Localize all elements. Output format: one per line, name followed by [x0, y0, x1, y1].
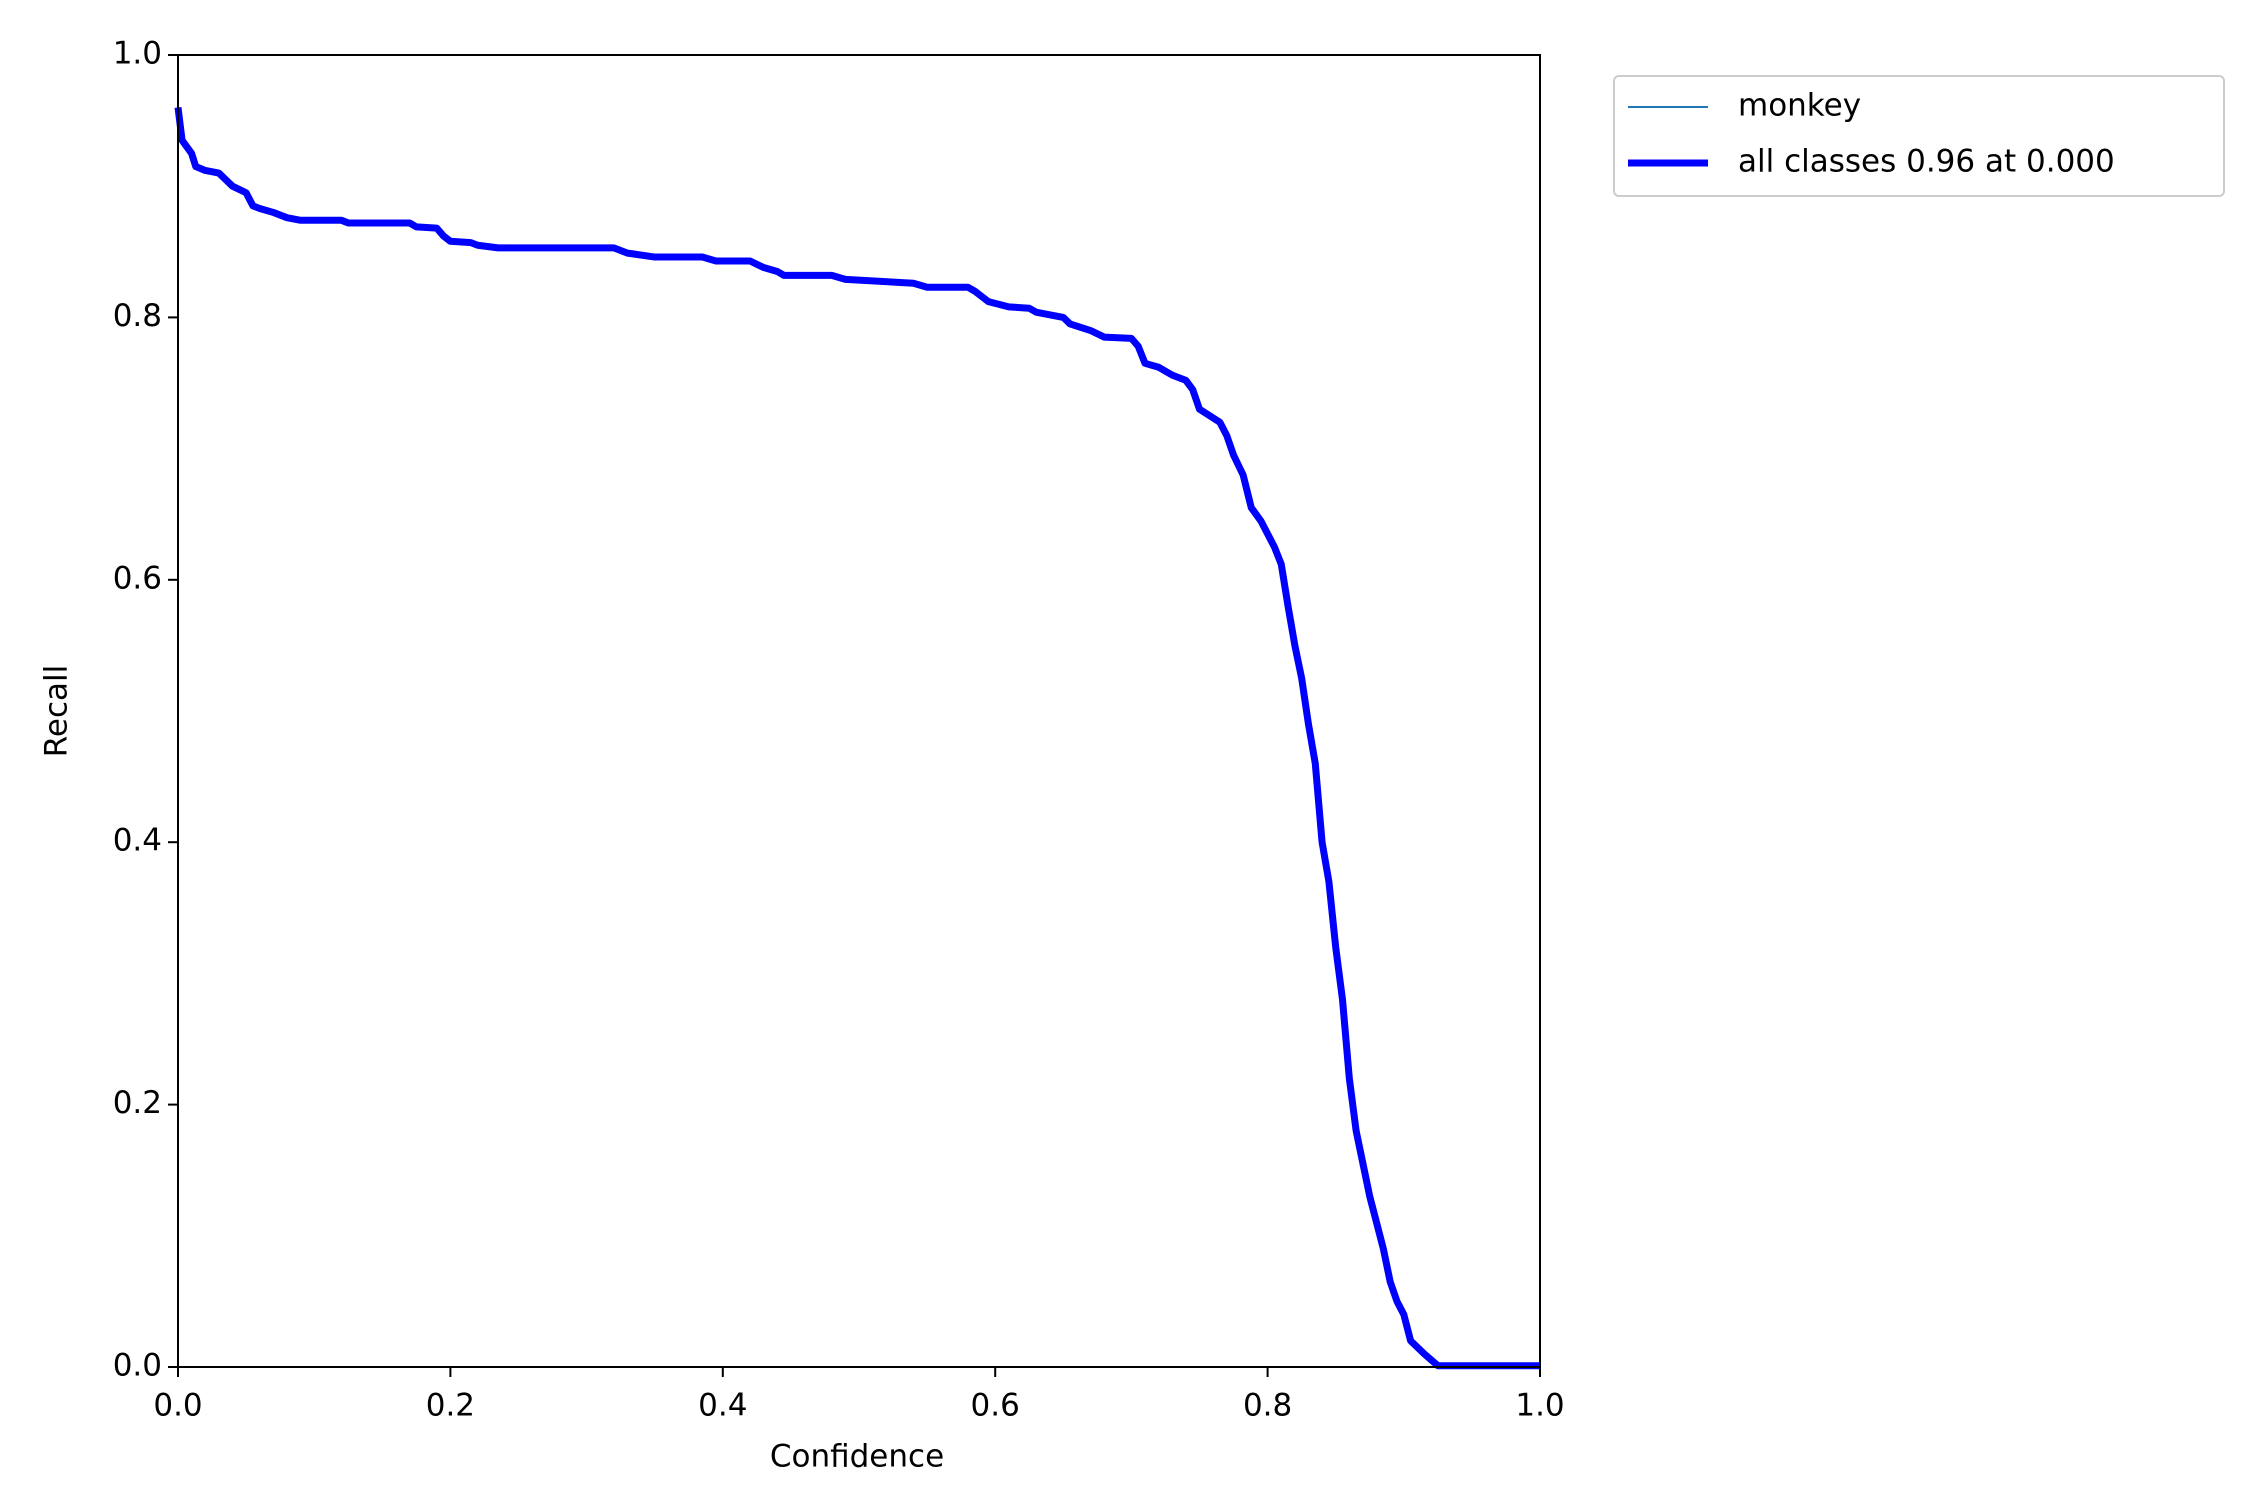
series-line	[174, 107, 1540, 1370]
y-tick-label: 0.2	[113, 1085, 162, 1121]
plot-frame	[177, 54, 1541, 1368]
y-tick-label: 1.0	[113, 36, 162, 72]
x-tick-label: 0.2	[426, 1388, 475, 1424]
x-tick-label: 0.6	[971, 1388, 1020, 1424]
legend-label: monkey	[1738, 88, 1861, 124]
legend-label: all classes 0.96 at 0.000	[1738, 144, 2115, 180]
x-tick-label: 0.8	[1243, 1388, 1292, 1424]
x-tick-label: 0.4	[698, 1388, 747, 1424]
y-tick-label: 0.0	[113, 1348, 162, 1384]
series-line	[177, 107, 1540, 1367]
x-tick-label: 0.0	[153, 1388, 202, 1424]
y-tick-label: 0.8	[113, 298, 162, 334]
x-tick-label: 1.0	[1515, 1388, 1564, 1424]
y-tick-label: 0.6	[113, 560, 162, 596]
y-tick-label: 0.4	[113, 823, 162, 859]
legend-box	[1613, 75, 2225, 197]
x-axis-label: Confidence	[770, 1439, 944, 1475]
y-axis-label: Recall	[39, 665, 75, 758]
